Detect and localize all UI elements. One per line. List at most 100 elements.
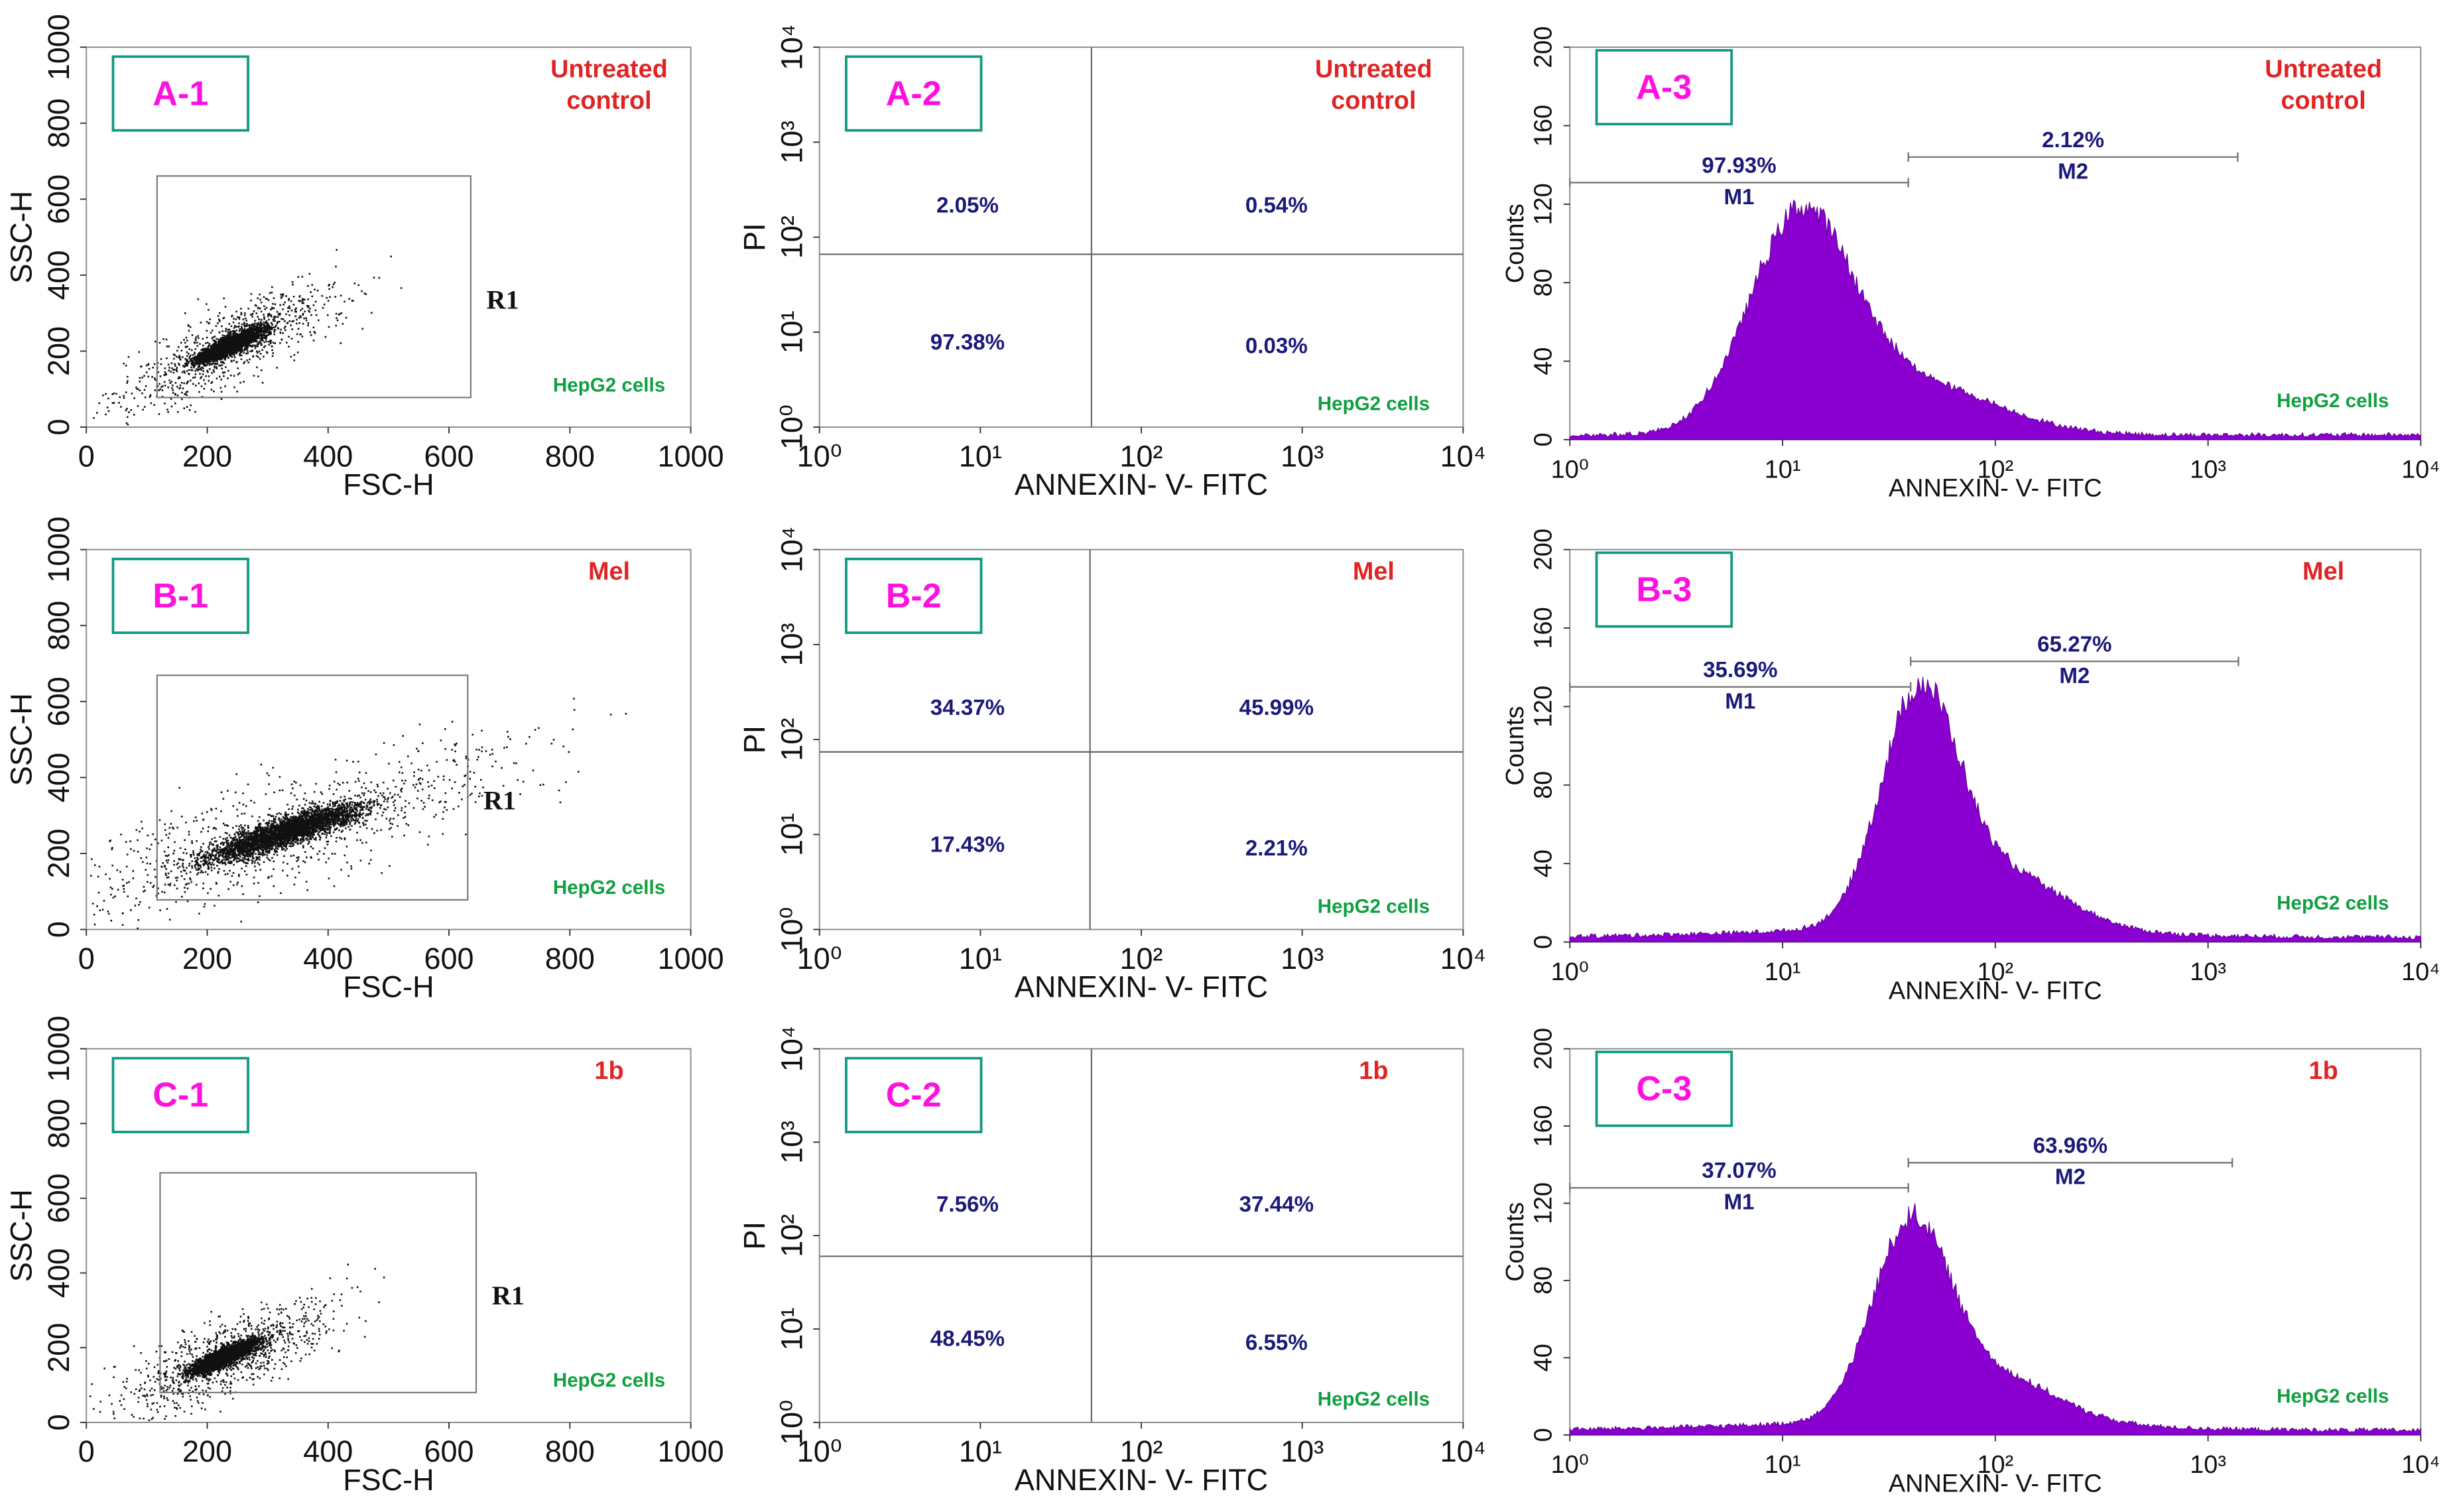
- event-dot: [251, 328, 253, 331]
- event-dot: [142, 409, 144, 411]
- event-dot: [176, 370, 178, 373]
- event-dot: [247, 830, 249, 832]
- event-dot: [212, 362, 215, 365]
- event-dot: [262, 323, 265, 326]
- event-dot: [200, 349, 202, 351]
- event-dot: [259, 293, 261, 296]
- event-dot: [234, 343, 237, 346]
- event-dot: [317, 319, 320, 322]
- event-dot: [314, 806, 317, 808]
- event-dot: [253, 339, 255, 342]
- event-dot: [127, 423, 129, 426]
- event-dot: [222, 317, 224, 320]
- event-dot: [354, 808, 357, 810]
- event-dot: [235, 340, 237, 343]
- event-dot: [198, 357, 200, 359]
- event-dot: [316, 289, 319, 292]
- event-dot: [346, 802, 348, 804]
- event-dot: [238, 330, 241, 332]
- event-dot: [288, 298, 290, 300]
- event-dot: [227, 357, 229, 359]
- event-dot: [126, 416, 129, 418]
- event-dot: [174, 354, 176, 356]
- event-dot: [257, 332, 259, 334]
- event-dot: [218, 320, 221, 322]
- event-dot: [213, 371, 216, 373]
- event-dot: [242, 330, 244, 332]
- event-dot: [267, 334, 269, 336]
- event-dot: [192, 354, 194, 356]
- event-dot: [174, 365, 176, 367]
- event-dot: [216, 366, 218, 368]
- event-dot: [220, 365, 221, 367]
- event-dot: [264, 308, 267, 310]
- event-dot: [247, 332, 250, 334]
- event-dot: [258, 334, 261, 337]
- event-dot: [314, 332, 316, 334]
- event-dot: [233, 375, 235, 377]
- event-dot: [222, 348, 225, 351]
- event-dot: [207, 357, 209, 360]
- event-cloud: [90, 698, 627, 930]
- event-dot: [310, 314, 312, 316]
- event-dot: [227, 844, 229, 846]
- event-dot: [204, 359, 206, 362]
- event-dot: [210, 363, 212, 365]
- event-dot: [230, 340, 233, 343]
- event-dot: [203, 379, 205, 381]
- event-dot: [238, 372, 241, 375]
- event-dot: [192, 383, 194, 385]
- event-dot: [251, 325, 254, 328]
- event-dot: [235, 310, 237, 313]
- event-dot: [243, 340, 246, 342]
- event-dot: [164, 367, 166, 369]
- event-dot: [208, 364, 211, 366]
- event-dot: [315, 314, 318, 316]
- event-dot: [249, 340, 252, 343]
- event-dot: [200, 377, 202, 379]
- event-dot: [212, 390, 215, 393]
- event-dot: [191, 357, 193, 360]
- event-dot: [239, 328, 241, 330]
- event-dot: [255, 328, 257, 330]
- event-dot: [269, 342, 272, 344]
- event-dot: [232, 346, 235, 348]
- event-dot: [203, 364, 205, 367]
- event-dot: [247, 334, 250, 336]
- event-dot: [224, 359, 226, 361]
- event-dot: [243, 332, 245, 334]
- event-dot: [164, 373, 166, 376]
- event-dot: [292, 296, 295, 298]
- event-dot: [217, 322, 219, 324]
- event-dot: [298, 296, 301, 298]
- event-dot: [363, 292, 366, 294]
- event-dot: [211, 843, 213, 846]
- event-dot: [186, 406, 188, 408]
- event-dot: [238, 316, 241, 319]
- event-dot: [280, 293, 282, 296]
- event-dot: [205, 350, 207, 352]
- event-dot: [295, 307, 297, 310]
- event-dot: [278, 842, 280, 844]
- event-dot: [228, 332, 230, 335]
- y-tick-label: 10²: [775, 216, 809, 259]
- event-dot: [269, 341, 272, 343]
- event-dot: [266, 853, 269, 856]
- event-dot: [218, 352, 221, 355]
- event-dot: [186, 381, 188, 384]
- event-dot: [227, 329, 229, 331]
- event-dot: [245, 332, 247, 334]
- event-dot: [190, 404, 192, 407]
- event-dot: [261, 381, 264, 384]
- event-dot: [201, 351, 204, 353]
- event-dot: [271, 306, 273, 309]
- event-dot: [212, 340, 215, 342]
- y-tick-label: 800: [42, 601, 76, 651]
- event-dot: [245, 330, 248, 332]
- event-dot: [188, 357, 190, 359]
- event-dot: [312, 326, 315, 329]
- event-dot: [165, 338, 168, 341]
- event-dot: [288, 314, 290, 316]
- event-dot: [261, 335, 263, 338]
- event-dot: [178, 355, 181, 357]
